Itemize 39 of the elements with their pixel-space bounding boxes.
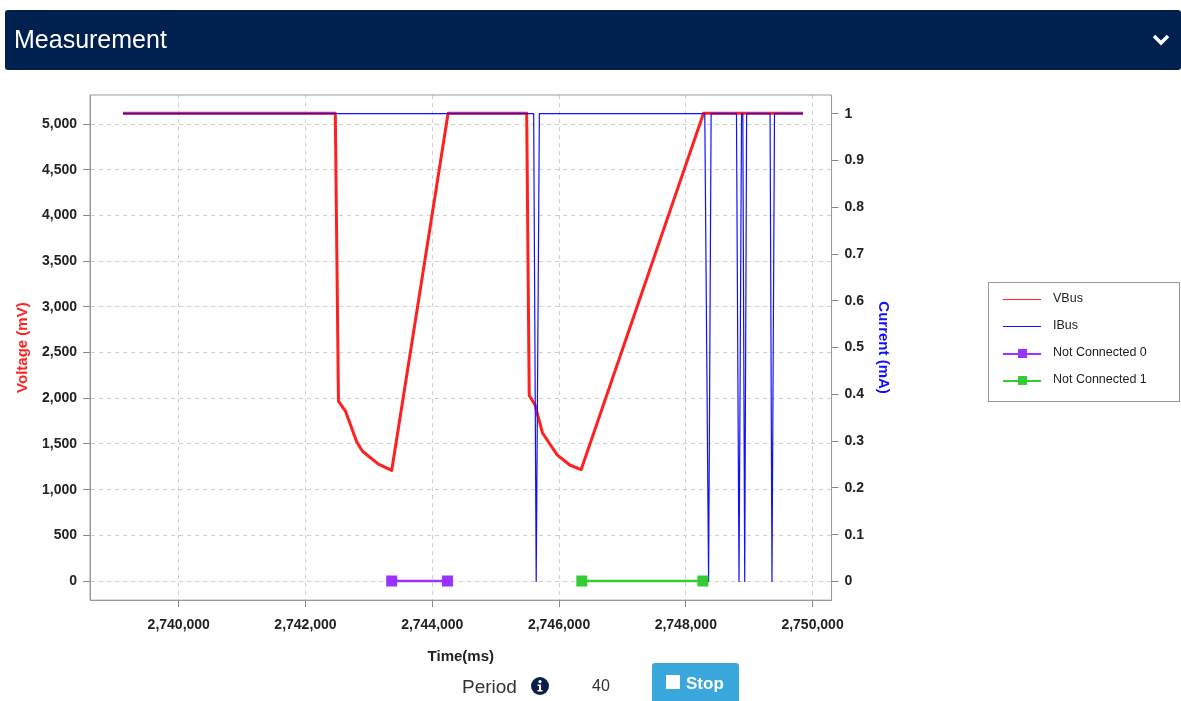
- y2-tick-label: 0.4: [844, 385, 865, 402]
- chart-title: Measurement: [14, 25, 167, 54]
- y-tick-label: 500: [53, 526, 78, 543]
- text: Period: [462, 676, 517, 698]
- legend-label: IBus: [1053, 318, 1079, 332]
- text: Stop: [686, 674, 724, 694]
- x-tick-label: 2,750,000: [781, 616, 844, 633]
- y-tick-label: 3,500: [41, 252, 78, 269]
- y-axis-title: Voltage (mV): [13, 302, 31, 393]
- y2-tick-label: 0: [844, 572, 853, 589]
- x-axis-title: Time(ms): [427, 647, 494, 665]
- text: 40: [592, 677, 610, 695]
- x-tick-label: 2,748,000: [654, 616, 718, 633]
- y-tick-label: 4,500: [41, 160, 78, 177]
- y-tick-label: 1,500: [41, 434, 78, 451]
- y2-axis-title: Current (mA): [875, 301, 893, 394]
- y2-tick-label: 0.7: [844, 244, 865, 261]
- y2-tick-label: 0.3: [844, 432, 865, 449]
- y-tick-label: 2,500: [41, 343, 78, 360]
- y-tick-label: 5,000: [41, 115, 78, 132]
- x-tick-label: 2,740,000: [147, 616, 211, 633]
- y2-tick-label: 0.9: [844, 151, 865, 168]
- x-tick-label: 2,742,000: [274, 616, 337, 633]
- y-tick-label: 3,000: [41, 297, 78, 314]
- y-tick-label: 4,000: [41, 206, 78, 223]
- y2-tick-label: 0.5: [844, 338, 865, 355]
- y2-tick-label: 0.8: [844, 198, 865, 215]
- y2-tick-label: 0.2: [844, 478, 865, 495]
- x-tick-label: 2,744,000: [401, 616, 464, 633]
- legend-label: Not Connected 1: [1053, 372, 1147, 386]
- legend-label: Not Connected 0: [1053, 345, 1147, 359]
- y-tick-label: 0: [69, 571, 78, 588]
- y2-tick-label: 0.1: [844, 525, 865, 542]
- legend-label: VBus: [1053, 291, 1083, 305]
- x-tick-label: 2,746,000: [527, 616, 591, 633]
- y2-tick-label: 1: [844, 104, 853, 121]
- y-tick-label: 1,000: [41, 480, 78, 497]
- y-tick-label: 2,000: [41, 389, 78, 406]
- y2-tick-label: 0.6: [844, 291, 865, 308]
